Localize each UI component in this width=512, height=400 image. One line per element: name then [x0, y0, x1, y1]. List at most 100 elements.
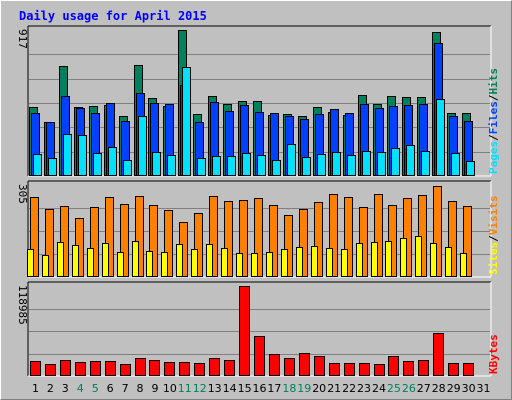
day-label-12: 12: [193, 382, 207, 395]
bar-kbytes-day-21: [329, 363, 340, 376]
day-label-10: 10: [163, 382, 177, 395]
bar-visits-day-3: [60, 206, 69, 277]
bar-kbytes-day-11: [179, 362, 190, 376]
day-label-23: 23: [357, 382, 371, 395]
series-pages: [33, 67, 475, 176]
bar-kbytes-day-6: [105, 361, 116, 376]
x-axis-day-labels: 1 2 3 4 5 6 7 8 9 10 11 12 13 14 15 16 17 18 19 20 21 22 23 24 2…: [32, 382, 491, 395]
bar-visits-day-22: [344, 197, 353, 277]
bar-pages-day-5: [93, 153, 102, 176]
bar-sites-day-11: [176, 244, 183, 277]
series-files: [31, 43, 473, 176]
bar-visits-day-28: [433, 186, 442, 277]
bar-pages-day-17: [272, 160, 281, 176]
day-label-22: 22: [342, 382, 356, 395]
panel-legend: KBytes: [487, 334, 500, 374]
bar-kbytes-day-15: [239, 286, 250, 376]
legend-pages: Pages: [487, 141, 500, 174]
panel-legend: Pages/Files/Hits: [487, 68, 500, 174]
day-label-31: 31: [477, 382, 491, 395]
panel-visits-sites: 305 Sites/Visits: [16, 180, 500, 278]
bar-sites-day-13: [206, 244, 213, 277]
bar-sites-day-27: [415, 236, 422, 277]
legend-separator: /: [487, 235, 500, 242]
bar-pages-day-9: [152, 152, 161, 176]
bar-pages-day-30: [466, 161, 475, 176]
bar-pages-day-14: [227, 156, 236, 176]
bar-pages-day-20: [317, 154, 326, 176]
bar-pages-day-26: [406, 145, 415, 176]
bar-visits-day-26: [403, 198, 412, 277]
bar-visits-day-1: [30, 197, 39, 277]
day-label-24: 24: [372, 382, 386, 395]
bar-pages-day-12: [197, 158, 206, 176]
bar-sites-day-17: [266, 252, 273, 277]
chart-title: Daily usage for April 2015: [19, 9, 207, 23]
bar-visits-day-14: [224, 201, 233, 277]
bar-visits-day-16: [254, 198, 263, 277]
legend-kbytes: KBytes: [487, 334, 500, 374]
bar-visits-day-24: [374, 194, 383, 277]
bar-pages-day-16: [257, 155, 266, 176]
bar-pages-day-8: [138, 116, 147, 176]
day-label-28: 28: [432, 382, 446, 395]
bar-sites-day-2: [42, 255, 49, 277]
bar-kbytes-day-9: [149, 360, 160, 376]
day-label-2: 2: [47, 382, 54, 395]
day-label-18: 18: [282, 382, 296, 395]
day-label-21: 21: [327, 382, 341, 395]
bar-pages-day-23: [362, 151, 371, 176]
bar-kbytes-day-27: [418, 360, 429, 376]
bar-visits-day-13: [209, 196, 218, 277]
bar-pages-day-27: [421, 151, 430, 176]
max-value-label: 118985: [16, 285, 29, 325]
series-kbytes: [30, 286, 474, 376]
bar-sites-day-15: [236, 253, 243, 277]
bar-pages-day-6: [108, 147, 117, 176]
day-label-17: 17: [267, 382, 281, 395]
max-value-label: 305: [16, 184, 29, 204]
day-label-1: 1: [32, 382, 39, 395]
bar-kbytes-day-19: [299, 353, 310, 376]
bar-sites-day-12: [191, 249, 198, 277]
bar-sites-day-18: [281, 249, 288, 277]
bar-pages-day-21: [332, 152, 341, 176]
legend-visits: Visits: [487, 196, 500, 236]
bar-kbytes-day-1: [30, 361, 41, 376]
bar-sites-day-3: [57, 242, 64, 277]
bar-pages-day-1: [33, 154, 42, 176]
bar-sites-day-6: [102, 243, 109, 277]
panel-kbytes: 118985 KBytes: [16, 281, 500, 377]
bar-pages-day-7: [123, 160, 132, 176]
legend-separator: /: [487, 94, 500, 101]
bar-kbytes-day-2: [45, 364, 56, 376]
bar-sites-day-23: [356, 243, 363, 277]
bar-sites-day-16: [251, 253, 258, 277]
day-label-13: 13: [208, 382, 222, 395]
legend-files: Files: [487, 101, 500, 134]
bar-sites-day-19: [296, 247, 303, 277]
bar-sites-day-9: [146, 251, 153, 277]
day-label-14: 14: [223, 382, 237, 395]
day-label-8: 8: [137, 382, 144, 395]
bar-kbytes-day-25: [388, 356, 399, 376]
bar-visits-day-20: [314, 202, 323, 277]
bar-visits-day-21: [329, 194, 338, 277]
day-label-27: 27: [417, 382, 431, 395]
bar-sites-day-21: [326, 248, 333, 277]
bar-visits-day-18: [284, 215, 293, 277]
bar-pages-day-18: [287, 144, 296, 176]
bar-kbytes-day-10: [164, 362, 175, 376]
bar-sites-day-28: [430, 243, 437, 277]
bar-sites-day-7: [117, 252, 124, 277]
bar-visits-day-17: [269, 205, 278, 277]
bar-kbytes-day-23: [359, 363, 370, 376]
bar-kbytes-day-4: [75, 362, 86, 376]
bar-sites-day-29: [445, 247, 452, 277]
bar-visits-day-7: [120, 204, 129, 277]
bar-pages-day-11: [182, 67, 191, 176]
bar-visits-day-15: [239, 200, 248, 277]
bar-kbytes-day-17: [269, 354, 280, 376]
